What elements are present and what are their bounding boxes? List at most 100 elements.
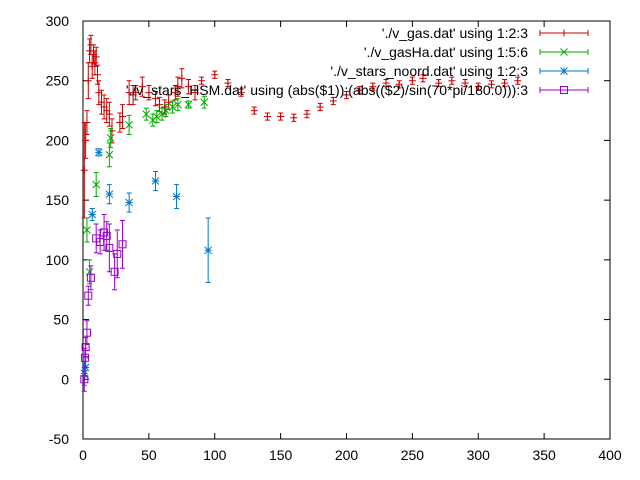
- x-tick-label: 400: [598, 447, 622, 463]
- data-point-marker: [211, 71, 219, 79]
- data-point-marker: [82, 136, 90, 144]
- chart-series: [80, 34, 522, 392]
- data-point-marker: [250, 107, 258, 115]
- data-point-marker: [395, 80, 403, 88]
- y-tick-label: 200: [46, 132, 70, 148]
- data-point-marker: [113, 249, 122, 258]
- data-point-marker: [168, 103, 177, 111]
- data-point-marker: [474, 83, 482, 91]
- y-tick-label: 250: [46, 73, 70, 89]
- error-bar: [85, 285, 91, 306]
- data-point-marker: [277, 113, 285, 121]
- data-point-marker: [369, 83, 377, 91]
- y-tick-label: 100: [46, 252, 70, 268]
- data-point-marker: [92, 180, 101, 189]
- legend-line: [539, 87, 589, 93]
- data-point-marker: [172, 192, 181, 201]
- legend-label: './v_gas.dat' using 1:2:3: [382, 25, 528, 41]
- x-tick-label: 150: [269, 447, 293, 463]
- data-point-marker: [105, 110, 113, 118]
- x-tick-label: 50: [141, 447, 157, 463]
- legend-label: './v_stars_noord.dat' using 1:2:3: [330, 63, 528, 79]
- series-4: [80, 213, 127, 392]
- data-point-marker: [145, 89, 153, 97]
- data-point-marker: [84, 291, 93, 300]
- legend-marker: [560, 29, 568, 37]
- legend-marker: [560, 67, 568, 75]
- data-point-marker: [91, 59, 99, 67]
- data-point-marker: [204, 246, 213, 255]
- data-point-marker: [119, 113, 127, 121]
- data-point-marker: [514, 77, 522, 85]
- error-bar: [82, 347, 88, 368]
- data-point-marker: [162, 106, 170, 115]
- data-point-marker: [435, 79, 443, 87]
- data-point-marker: [105, 150, 114, 159]
- data-point-marker: [448, 77, 456, 85]
- error-bar: [88, 265, 94, 291]
- x-tick-label: 250: [401, 447, 425, 463]
- data-point-marker: [174, 83, 182, 91]
- legend-marker: [560, 86, 568, 94]
- data-point-marker: [191, 89, 199, 97]
- data-point-marker: [316, 103, 324, 111]
- x-tick-label: 300: [467, 447, 491, 463]
- chart-axes: 0 50 100 150 200 250 300 350 400 -50 0 50 100 150 200 2…: [46, 13, 622, 463]
- data-point-marker: [80, 353, 89, 362]
- data-point-marker: [110, 267, 119, 276]
- x-tick-label: 0: [79, 447, 87, 463]
- data-point-marker: [290, 114, 298, 122]
- data-point-marker: [83, 226, 91, 234]
- data-point-marker: [461, 79, 469, 87]
- chart-legend: './v_gas.dat' using 1:2:3 './v_gasHa.dat'…: [126, 25, 589, 98]
- data-point-marker: [174, 100, 182, 109]
- legend-label: './v_gasHa.dat' using 1:5:6: [364, 44, 528, 60]
- y-tick-label: 50: [53, 312, 69, 328]
- data-point-marker: [151, 177, 160, 185]
- data-point-marker: [408, 77, 416, 85]
- error-bar: [114, 229, 120, 279]
- data-point-marker: [155, 101, 163, 109]
- data-point-marker: [224, 79, 232, 87]
- data-point-marker: [132, 89, 140, 97]
- data-point-marker: [94, 148, 103, 157]
- legend-marker: [560, 48, 568, 56]
- data-point-marker: [152, 112, 161, 121]
- x-tick-label: 350: [532, 447, 556, 463]
- data-point-marker: [487, 80, 495, 88]
- x-tick-label: 200: [335, 447, 359, 463]
- error-bar: [104, 221, 110, 251]
- data-point-marker: [263, 113, 271, 121]
- data-point-marker: [343, 91, 350, 99]
- series-3: [80, 148, 213, 386]
- data-point-marker: [106, 134, 115, 142]
- data-point-marker: [88, 210, 97, 219]
- data-point-marker: [81, 343, 90, 352]
- data-point-marker: [184, 100, 193, 109]
- data-point-marker: [80, 375, 89, 384]
- y-tick-label: 150: [46, 192, 70, 208]
- series-2: [83, 95, 209, 285]
- data-point-marker: [151, 95, 159, 103]
- data-point-marker: [237, 89, 245, 97]
- y-tick-label: -50: [49, 431, 69, 447]
- y-tick-label: 0: [61, 371, 69, 387]
- legend-label: './v_stars_HSM.dat' using (abs($1)):(abs…: [126, 82, 528, 98]
- data-point-marker: [200, 98, 209, 107]
- data-point-marker: [501, 79, 509, 87]
- data-point-marker: [80, 166, 88, 174]
- data-point-marker: [125, 121, 133, 129]
- data-point-marker: [125, 198, 133, 207]
- data-point-marker: [86, 273, 95, 282]
- data-point-marker: [303, 110, 311, 118]
- data-point-marker: [356, 86, 364, 94]
- data-point-marker: [184, 83, 192, 91]
- data-point-marker: [382, 79, 390, 87]
- error-bar: [112, 253, 118, 291]
- x-tick-label: 100: [203, 447, 227, 463]
- data-point-marker: [82, 328, 91, 337]
- error-bar: [84, 320, 90, 346]
- data-point-marker: [165, 98, 173, 106]
- data-point-marker: [419, 74, 427, 82]
